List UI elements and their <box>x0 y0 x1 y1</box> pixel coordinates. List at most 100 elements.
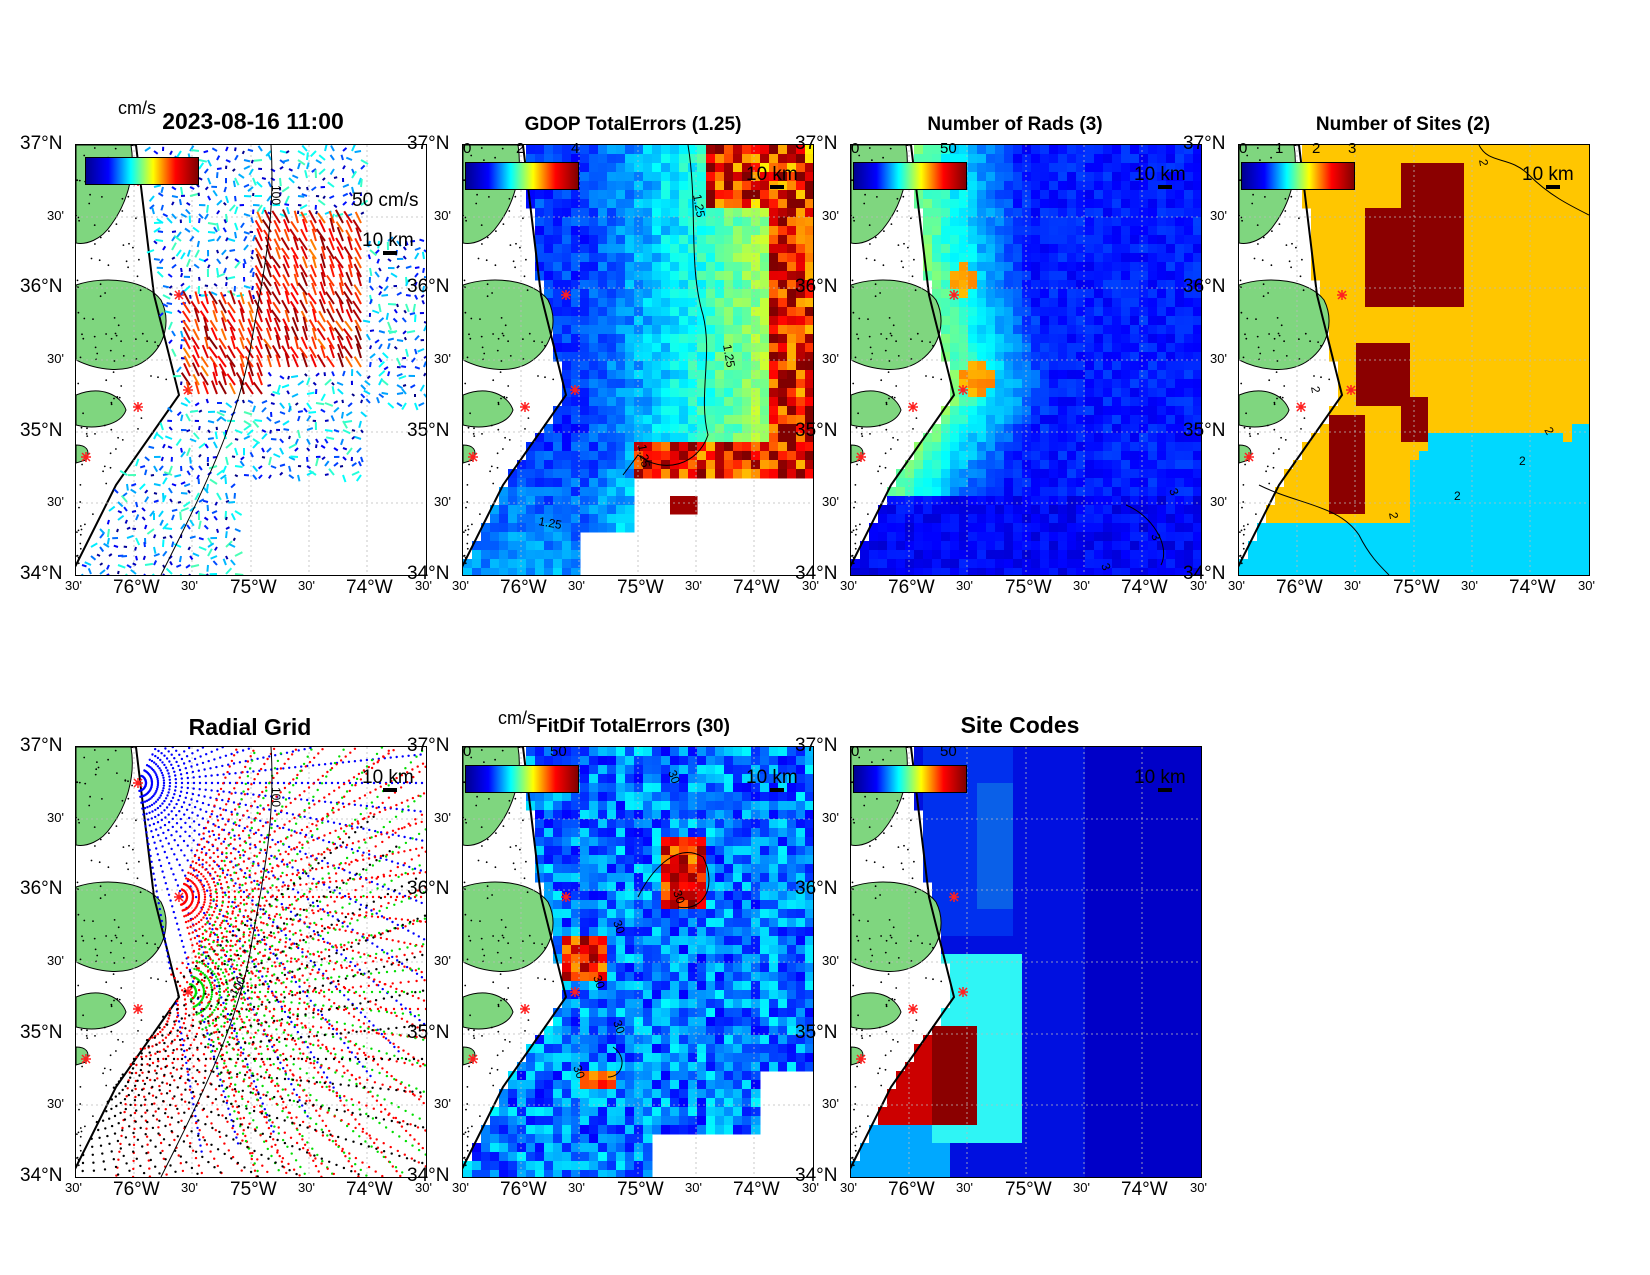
cbar-tick: 4 <box>571 140 579 157</box>
axis-minor-tick-label: 30' <box>181 578 198 593</box>
axis-minor-tick-label: 30' <box>685 578 702 593</box>
site-marker <box>949 290 959 300</box>
contour-label: 2 <box>1454 489 1461 503</box>
axis-tick-label: 34°N <box>20 1165 62 1187</box>
axis-minor-tick-label: 30' <box>822 351 839 366</box>
axis-minor-tick-label: 30' <box>685 1180 702 1195</box>
map-site-codes[interactable] <box>850 746 1202 1178</box>
axis-minor-tick-label: 30' <box>434 208 451 223</box>
land-layer <box>76 747 166 1065</box>
axis-tick-label: 37°N <box>407 735 449 757</box>
cbar-tick: 3 <box>1348 140 1356 157</box>
axis-tick-label: 75°W <box>230 1179 277 1201</box>
map-num-sites[interactable]: 222222 <box>1238 144 1590 576</box>
land-layer <box>76 145 166 463</box>
axis-tick-label: 34°N <box>407 1165 449 1187</box>
cbar-tick: 50 <box>940 140 957 157</box>
land-albemarle <box>1239 280 1329 369</box>
cbar-tick: 50 <box>550 743 567 760</box>
axis-tick-label: 35°N <box>20 420 62 442</box>
map-fitdif[interactable]: 30 30 30 30 30 30 <box>462 746 814 1178</box>
axis-minor-tick-label: 30' <box>452 578 469 593</box>
axis-minor-tick-label: 30' <box>956 578 973 593</box>
site-marker <box>1337 290 1347 300</box>
map-num-rads[interactable]: 3 3 3 <box>850 144 1202 576</box>
site-marker <box>856 452 866 462</box>
axis-tick-label: 74°W <box>346 577 393 599</box>
land-pamlico <box>851 391 901 427</box>
map-radial-grid[interactable]: 100 100 <box>75 746 427 1178</box>
axis-minor-tick-label: 30' <box>47 1096 64 1111</box>
site-marker <box>561 892 571 902</box>
axis-minor-tick-label: 30' <box>298 578 315 593</box>
land-north <box>463 747 519 845</box>
site-marker <box>520 402 530 412</box>
axis-minor-tick-label: 30' <box>47 208 64 223</box>
axis-minor-tick-label: 30' <box>1073 578 1090 593</box>
axis-minor-tick-label: 30' <box>65 1180 82 1195</box>
axis-minor-tick-label: 30' <box>822 953 839 968</box>
distance-scale-bar <box>770 788 784 792</box>
units-label: cm/s <box>118 98 156 119</box>
land-pamlico <box>851 993 901 1029</box>
axis-tick-label: 74°W <box>346 1179 393 1201</box>
site-marker <box>949 892 959 902</box>
distance-scale-bar <box>1158 185 1172 189</box>
site-marker <box>133 1004 143 1014</box>
cbar-tick: 2 <box>1312 140 1320 157</box>
axis-tick-label: 36°N <box>20 276 62 298</box>
axis-tick-label: 74°W <box>733 577 780 599</box>
axis-tick-label: 36°N <box>795 276 837 298</box>
axis-minor-tick-label: 30' <box>434 494 451 509</box>
cbar-tick: 1 <box>1275 140 1283 157</box>
axis-minor-tick-label: 30' <box>1461 578 1478 593</box>
axis-minor-tick-label: 30' <box>822 494 839 509</box>
cbar-tick: 0 <box>1239 140 1247 157</box>
land-north <box>851 145 907 243</box>
site-marker <box>81 1054 91 1064</box>
contour-label: 100 <box>269 787 283 807</box>
map-gdop[interactable]: 1.25 1.25 1.25 1.25 <box>462 144 814 576</box>
site-marker <box>570 385 580 395</box>
axis-minor-tick-label: 30' <box>434 351 451 366</box>
cbar-tick: 0 <box>851 743 859 760</box>
axis-minor-tick-label: 30' <box>822 810 839 825</box>
site-marker <box>908 1004 918 1014</box>
contour-label: 2 <box>1308 385 1323 394</box>
cbar-tick: 0 <box>463 743 471 760</box>
axis-minor-tick-label: 30' <box>1210 494 1227 509</box>
axis-tick-label: 34°N <box>20 563 62 585</box>
land-albemarle <box>463 882 553 971</box>
panel-title-site-codes: Site Codes <box>920 712 1120 739</box>
axis-minor-tick-label: 30' <box>434 1096 451 1111</box>
site-marker <box>468 452 478 462</box>
axis-tick-label: 34°N <box>795 563 837 585</box>
axis-tick-label: 35°N <box>407 420 449 442</box>
axis-minor-tick-label: 30' <box>1578 578 1595 593</box>
cbar-tick: 0 <box>851 140 859 157</box>
distance-scale-bar <box>1546 185 1560 189</box>
site-marker <box>81 452 91 462</box>
contour-label: 100 <box>269 185 283 205</box>
vector-scale-label: 50 cm/s <box>352 190 419 212</box>
distance-scale-label: 10 km <box>1134 164 1186 186</box>
axis-tick-label: 76°W <box>113 1179 160 1201</box>
axis-minor-tick-label: 30' <box>568 1180 585 1195</box>
axis-tick-label: 35°N <box>20 1022 62 1044</box>
site-marker <box>958 385 968 395</box>
axis-tick-label: 34°N <box>407 563 449 585</box>
axis-minor-tick-label: 30' <box>298 1180 315 1195</box>
axis-minor-tick-label: 30' <box>568 578 585 593</box>
axis-minor-tick-label: 30' <box>47 810 64 825</box>
panel-title-currents: 2023-08-16 11:00 <box>148 108 358 135</box>
land-pamlico <box>76 391 126 427</box>
axis-tick-label: 76°W <box>1276 577 1323 599</box>
axis-tick-label: 34°N <box>1183 563 1225 585</box>
colorbar-site-codes <box>853 765 967 793</box>
distance-scale-bar <box>383 251 397 255</box>
site-marker <box>570 987 580 997</box>
axis-minor-tick-label: 30' <box>1344 578 1361 593</box>
axis-tick-label: 35°N <box>795 1022 837 1044</box>
land-pamlico <box>463 391 513 427</box>
distance-scale-bar <box>770 185 784 189</box>
